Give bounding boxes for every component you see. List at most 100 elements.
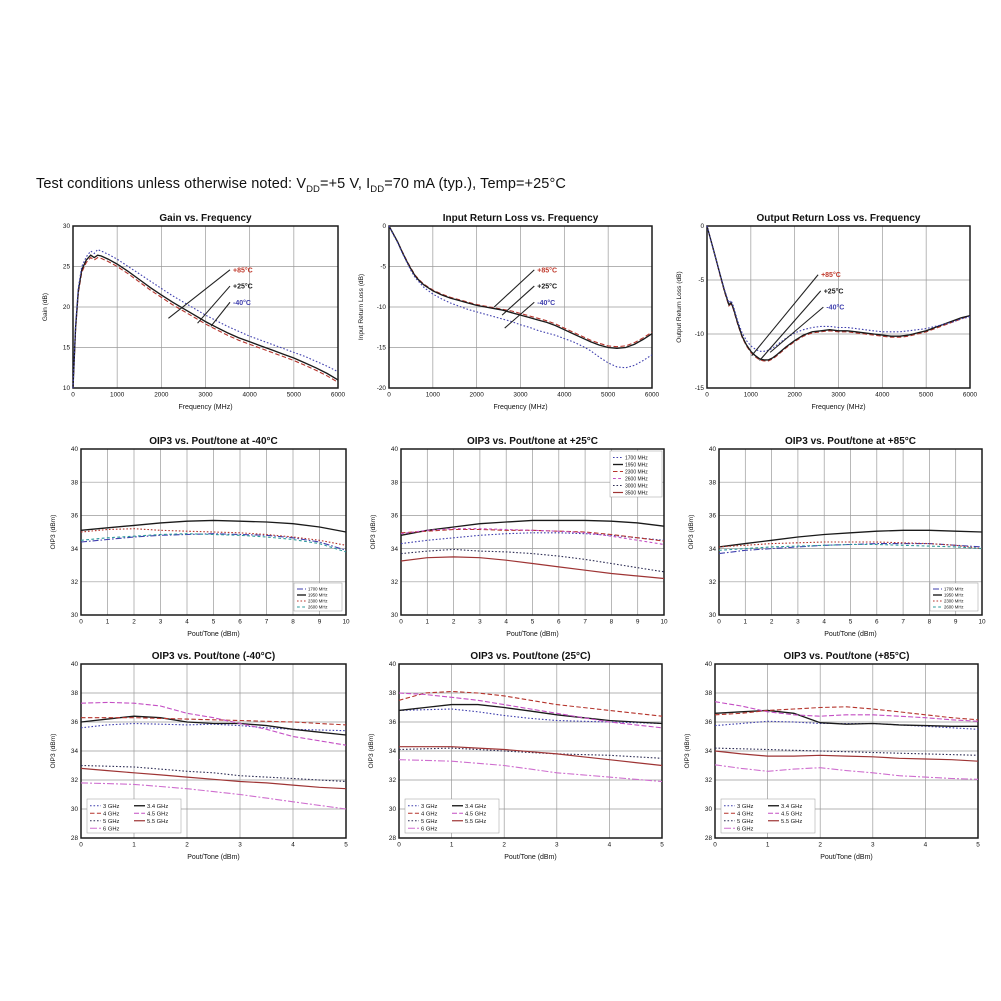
- series-line: [718, 543, 983, 551]
- series-line: [72, 256, 339, 389]
- x-tick-label: 7: [901, 619, 905, 626]
- y-tick-label: 30: [71, 806, 79, 813]
- chart-title: OIP3 vs. Pout/tone at -40°C: [149, 436, 277, 447]
- y-axis-label: OIP3 (dBm): [50, 734, 57, 769]
- x-axis-label: Pout/Tone (dBm): [824, 631, 877, 638]
- chart-gain-vs-frequency: 0 1000 2000 3000 4000 5000 6000 10 15 20 25 30 Gain …: [40, 211, 347, 414]
- x-tick-label: 3: [478, 619, 482, 626]
- x-tick-label: 1000: [426, 392, 441, 399]
- y-tick-label: 30: [709, 612, 717, 619]
- x-tick-label: 0: [71, 392, 75, 399]
- y-tick-label: 36: [709, 513, 717, 520]
- legend-label: 1700 MHz: [308, 587, 328, 592]
- legend-label: -40°C: [537, 299, 555, 307]
- series-line: [80, 767, 347, 790]
- idd-subscript: DD: [370, 183, 385, 195]
- test-conditions-note: Test conditions unless otherwise noted: …: [36, 176, 566, 195]
- legend-label: 5 GHz: [103, 819, 120, 825]
- y-axis-label: OIP3 (dBm): [370, 515, 377, 550]
- x-tick-label: 6: [875, 619, 879, 626]
- series-line: [400, 528, 665, 546]
- legend-callout-line: [197, 285, 231, 324]
- legend-label: 3 GHz: [103, 804, 120, 810]
- y-tick-label: 38: [709, 479, 717, 486]
- x-axis-label: Pout/Tone (dBm): [820, 854, 873, 861]
- legend-label: 2300 MHz: [308, 599, 328, 604]
- series-line: [400, 519, 665, 536]
- legend-label: 6 GHz: [103, 826, 120, 832]
- x-tick-label: 4000: [557, 392, 572, 399]
- x-tick-label: 5: [531, 619, 535, 626]
- y-tick-label: 28: [71, 835, 79, 842]
- test-conditions-mid: =+5 V, I: [320, 176, 371, 192]
- legend-label: 1700 MHz: [625, 455, 648, 461]
- x-axis-label: Pout/Tone (dBm): [187, 854, 240, 861]
- x-tick-label: 2: [818, 842, 822, 849]
- legend-label: 4 GHz: [421, 811, 438, 817]
- x-tick-label: 1: [426, 619, 430, 626]
- x-tick-label: 3: [238, 842, 242, 849]
- x-tick-label: 10: [978, 619, 986, 626]
- series-line: [80, 764, 347, 783]
- legend-label: +85°C: [233, 266, 253, 274]
- legend-label: 6 GHz: [737, 826, 754, 832]
- x-tick-label: 3: [796, 619, 800, 626]
- y-tick-label: 38: [391, 479, 399, 486]
- series-line: [398, 747, 663, 759]
- x-tick-label: 0: [397, 842, 401, 849]
- series-line: [398, 703, 663, 725]
- y-tick-label: 32: [71, 579, 79, 586]
- legend-label: 5.5 GHz: [465, 819, 486, 825]
- legend-label: 1700 MHz: [944, 587, 964, 592]
- legend-callout-line: [769, 306, 824, 353]
- y-tick-label: 28: [389, 835, 397, 842]
- x-tick-label: 0: [713, 842, 717, 849]
- y-tick-label: 40: [709, 446, 717, 453]
- series-line: [80, 528, 347, 546]
- x-tick-label: 0: [79, 842, 83, 849]
- legend-label: -40°C: [233, 299, 251, 307]
- x-tick-label: 5: [849, 619, 853, 626]
- chart-title: OIP3 vs. Pout/tone (+85°C): [784, 651, 910, 662]
- legend-label: 3 GHz: [421, 804, 438, 810]
- series-line: [72, 254, 339, 389]
- series-line: [80, 701, 347, 746]
- series-line: [706, 225, 971, 361]
- legend-label: 5.5 GHz: [781, 819, 802, 825]
- test-conditions-suffix: =70 mA (typ.), Temp=+25°C: [384, 176, 566, 192]
- x-tick-label: 1000: [110, 392, 125, 399]
- series-line: [80, 722, 347, 732]
- series-line: [80, 533, 347, 553]
- y-tick-label: -10: [695, 331, 705, 338]
- y-tick-label: 36: [391, 513, 399, 520]
- chart-title: Output Return Loss vs. Frequency: [757, 213, 921, 224]
- chart-oip3-at-minus40c: 0 1 2 3 4 5 6 7 8 9 10 30 32 34 36 38 40 OIP3 vs. Pout/to…: [48, 434, 355, 641]
- x-tick-label: 0: [79, 619, 83, 626]
- x-tick-label: 4: [504, 619, 508, 626]
- y-tick-label: 40: [71, 661, 79, 668]
- chart-oip3-ghz-minus40c: 0 1 2 3 4 5 28 30 32 34 36 38 40 OIP3 vs. Pout/tone (…: [48, 649, 355, 864]
- y-tick-label: 36: [389, 719, 397, 726]
- x-tick-label: 0: [717, 619, 721, 626]
- legend-label: 2300 MHz: [944, 599, 964, 604]
- y-tick-label: 32: [389, 777, 397, 784]
- y-tick-label: 36: [71, 513, 79, 520]
- x-tick-label: 3000: [831, 392, 846, 399]
- series-line: [398, 759, 663, 783]
- legend-box: [293, 582, 343, 612]
- y-tick-label: -5: [380, 264, 386, 271]
- y-tick-label: 34: [705, 748, 713, 755]
- y-tick-label: 34: [389, 748, 397, 755]
- x-axis-label: Frequency (MHz): [811, 404, 865, 411]
- y-tick-label: 20: [63, 304, 71, 311]
- x-tick-label: 10: [342, 619, 350, 626]
- y-tick-label: 34: [71, 546, 79, 553]
- legend-label: +25°C: [537, 283, 557, 291]
- y-tick-label: 32: [705, 777, 713, 784]
- legend-callout-line: [504, 301, 535, 329]
- legend-label: 2600 MHz: [308, 605, 328, 610]
- y-tick-label: -15: [377, 345, 387, 352]
- legend-label: 2600 MHz: [944, 605, 964, 610]
- series-line: [706, 225, 971, 352]
- x-tick-label: 9: [954, 619, 958, 626]
